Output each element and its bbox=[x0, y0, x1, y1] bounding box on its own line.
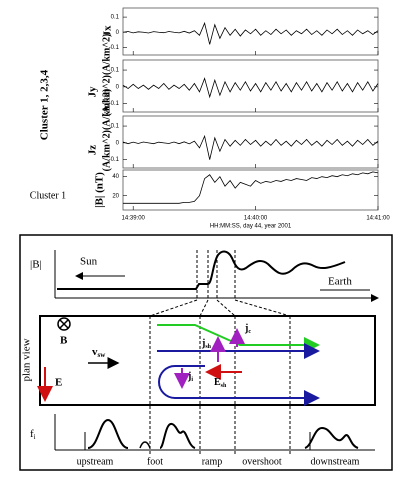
sun-label: Sun bbox=[80, 256, 98, 268]
cluster-label: Cluster 1 bbox=[30, 190, 66, 201]
y-tick-label: 0 bbox=[116, 30, 120, 36]
symbol: f bbox=[30, 428, 34, 440]
y-tick-label: -0.1 bbox=[109, 101, 120, 107]
y-tick-label: 0.1 bbox=[111, 15, 120, 21]
fi-label: fi bbox=[30, 428, 36, 441]
region-label: upstream bbox=[77, 456, 114, 467]
data-line bbox=[122, 134, 379, 160]
symbol: E bbox=[214, 377, 221, 388]
plan-box bbox=[39, 315, 376, 406]
subscript: sh bbox=[221, 383, 227, 389]
y-tick-label: 20 bbox=[112, 193, 119, 199]
x-tick-label: 14:39:00 bbox=[122, 216, 146, 222]
cluster-label: Cluster 1, 2,3,4 bbox=[39, 69, 51, 140]
y-tick-label: 0 bbox=[116, 140, 120, 146]
symbol: j bbox=[244, 323, 248, 334]
region-label: downstream bbox=[311, 456, 360, 467]
x-tick-label: 14:40:00 bbox=[244, 216, 268, 222]
subscript: sh bbox=[205, 344, 211, 350]
distribution bbox=[139, 441, 151, 449]
subscript: c bbox=[248, 329, 251, 335]
b-label: |B| bbox=[30, 259, 42, 271]
y-tick-label: 0.1 bbox=[111, 68, 120, 74]
vsw-label: vsw bbox=[92, 346, 106, 359]
distribution bbox=[304, 426, 359, 449]
y-axis-label: |B| (nT) bbox=[94, 172, 106, 208]
jsh-label: jsh bbox=[201, 338, 212, 350]
y-axis-label: Jy bbox=[87, 86, 99, 98]
diagram: |B| Sun Earth plan view B vsw E jsh jc bbox=[19, 234, 393, 471]
region-label: overshoot bbox=[242, 456, 282, 467]
diagram-frame bbox=[19, 234, 393, 471]
plot-frame bbox=[122, 169, 379, 211]
distribution bbox=[87, 418, 129, 449]
x-tick-label: 14:41:00 bbox=[366, 216, 390, 222]
y-tick-label: -0.1 bbox=[109, 157, 120, 163]
subscript: sw bbox=[98, 351, 107, 359]
jc-label: jc bbox=[244, 323, 251, 335]
subscript: i bbox=[191, 377, 193, 383]
distribution bbox=[159, 423, 196, 449]
e-label: E bbox=[55, 377, 62, 389]
region-label: foot bbox=[147, 456, 163, 467]
data-line bbox=[122, 21, 379, 45]
b-into-page bbox=[59, 319, 69, 329]
y-tick-label: 0 bbox=[116, 84, 120, 90]
symbol: j bbox=[201, 338, 205, 349]
reflected-trajectory bbox=[158, 365, 320, 406]
plan-label: plan view bbox=[21, 338, 33, 381]
y-axis-label: Jx bbox=[102, 25, 114, 37]
region-label: ramp bbox=[202, 456, 223, 467]
b-into-page bbox=[57, 317, 71, 331]
plot-frame bbox=[122, 59, 379, 113]
x-axis-label: HH:MM:SS, day 44, year 2001 bbox=[210, 224, 292, 230]
data-line bbox=[123, 171, 379, 204]
subscript: i bbox=[34, 433, 36, 441]
symbol: v bbox=[92, 346, 98, 358]
b-profile bbox=[57, 250, 346, 290]
b-field-label: B bbox=[60, 335, 68, 347]
esh-label: Esh bbox=[214, 377, 227, 389]
unit-label: (A/km^2)(A/km^2) bbox=[101, 34, 112, 117]
y-tick-label: 0.1 bbox=[111, 124, 120, 130]
y-tick-label: 40 bbox=[112, 174, 119, 180]
earth-label: Earth bbox=[328, 276, 352, 288]
y-tick-label: -0.1 bbox=[109, 45, 120, 51]
green-trajectory bbox=[157, 324, 320, 353]
data-panels: Cluster 1, 2,3,4 Cluster 1 (A/km^2)(A/km… bbox=[30, 7, 390, 230]
data-line bbox=[122, 77, 379, 99]
ji-label: ji bbox=[187, 371, 193, 383]
symbol: j bbox=[187, 371, 191, 382]
y-axis-label: Jz bbox=[87, 145, 99, 156]
unit-label: (A/km^2)(A/km^2) bbox=[101, 89, 112, 172]
zoom-lines bbox=[149, 250, 291, 455]
region-labels: upstream foot ramp overshoot downstream bbox=[77, 456, 360, 467]
plot-frame bbox=[122, 7, 379, 56]
